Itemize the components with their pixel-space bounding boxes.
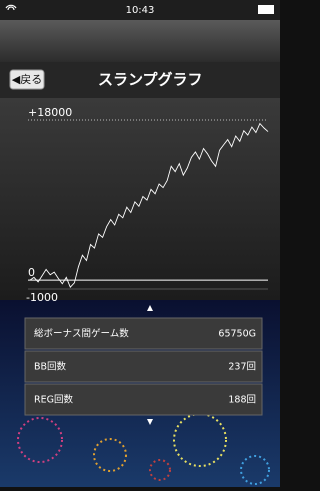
y-tick-label: -1000: [26, 291, 58, 304]
stats-label: 総ボーナス間ゲーム数: [34, 328, 129, 340]
stats-value: 237回: [228, 362, 256, 373]
stats-label: REG回数: [34, 394, 73, 406]
back-label[interactable]: ◀戻る: [12, 73, 42, 86]
battery-icon: [258, 5, 274, 14]
top-bar: [0, 20, 280, 62]
stats-value: 65750G: [218, 329, 256, 340]
status-time: 10:43: [126, 5, 155, 16]
stats-label: BB回数: [34, 361, 67, 373]
stats-value: 188回: [228, 395, 256, 406]
page-title: スランプグラフ: [98, 71, 203, 89]
y-tick-label: +18000: [28, 106, 72, 119]
chart-area: [0, 98, 280, 300]
